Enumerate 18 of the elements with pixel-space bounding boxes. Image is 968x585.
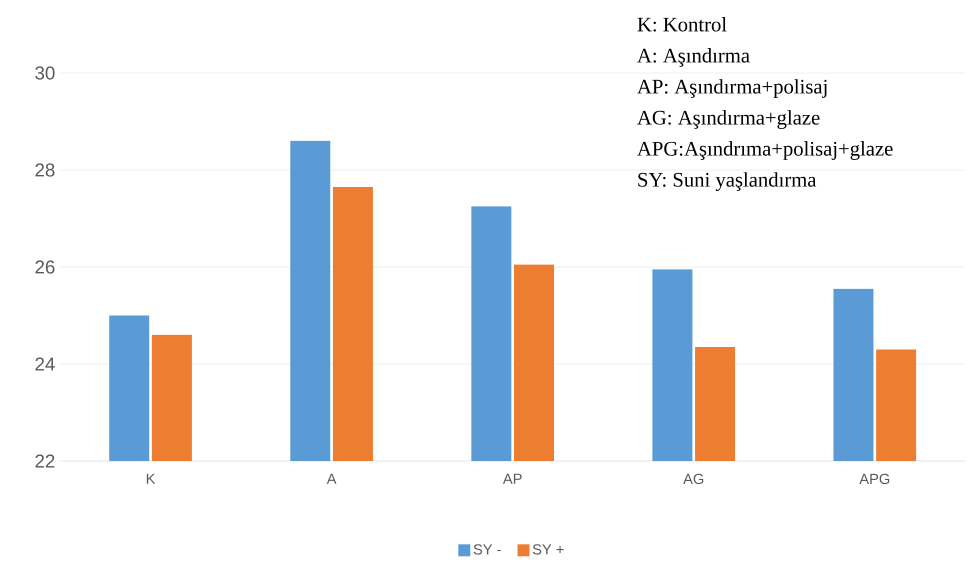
x-tick-label: AG	[683, 474, 704, 484]
annotation: APG:Aşındrıma+polisaj+glaze	[637, 141, 893, 160]
x-tick-label: K	[146, 474, 156, 484]
text: A: Aşındırma	[637, 48, 750, 67]
y-tick-label: 26	[35, 260, 54, 274]
text: K: Kontrol	[638, 17, 727, 32]
x-tick-label: AP	[502, 474, 522, 484]
legend-label: SY +	[532, 544, 564, 555]
annotation: AP: Aşındırma+polisaj	[637, 79, 827, 98]
x-tick-label: APG	[859, 474, 890, 484]
y-tick-label: 22	[35, 454, 54, 468]
y-tick-label: 30	[35, 66, 55, 80]
annotation: SY: Suni yaşlandırma	[638, 172, 816, 191]
y-tick-label: 24	[35, 357, 55, 371]
legend-label: SY -	[474, 544, 501, 555]
x-tick-label: A	[326, 474, 336, 484]
annotation: AG: Aşındırma+glaze	[637, 110, 820, 129]
y-tick-label: 28	[35, 163, 54, 177]
